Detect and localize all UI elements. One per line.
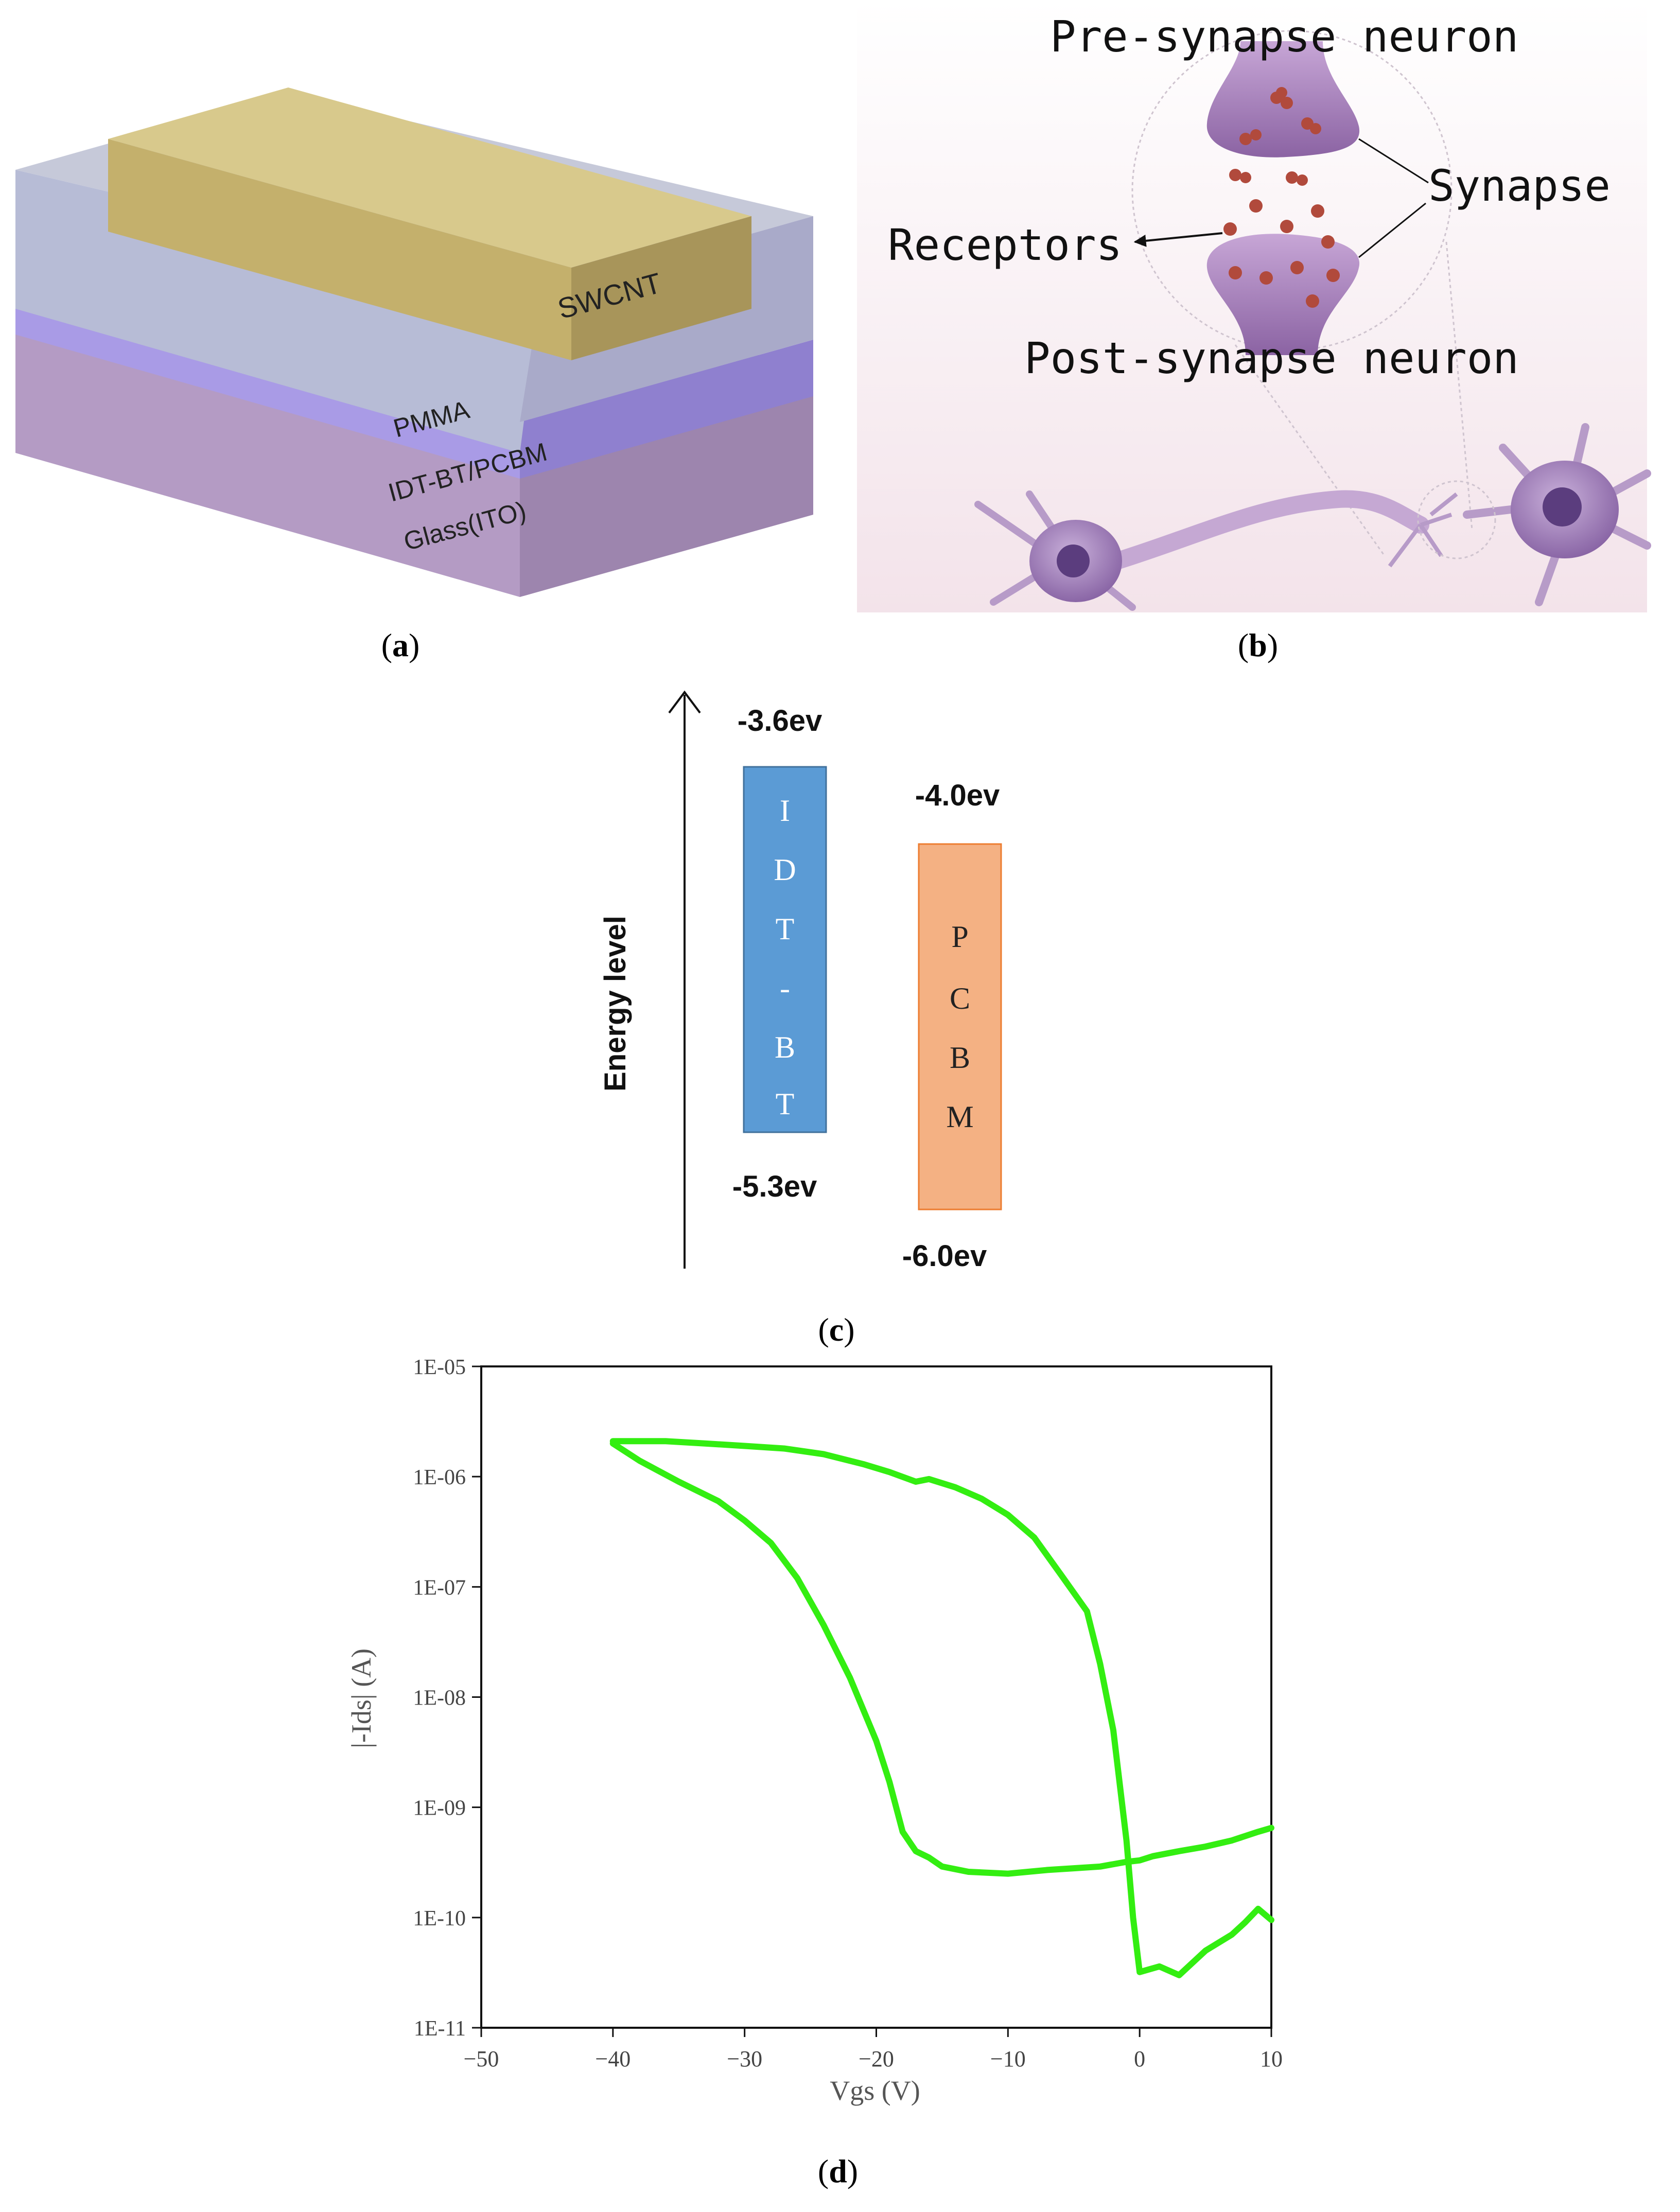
- x-tick-label: −20: [859, 2046, 894, 2071]
- active-layer-side: [520, 340, 813, 479]
- pcbm-letter-2: C: [950, 981, 970, 1015]
- glass-layer-front: [15, 309, 520, 597]
- idt-bt-homo: -5.3ev: [732, 1170, 817, 1203]
- post-synapse-label: Post-synapse neuron: [1024, 333, 1519, 383]
- idt-bt-letter-3: T: [776, 912, 795, 946]
- y-tick-label: 1E-10: [413, 1907, 466, 1930]
- y-tick-label: 1E-11: [414, 2017, 466, 2041]
- energy-axis-arrowhead: [668, 690, 701, 714]
- pcbm-homo: -6.0ev: [902, 1239, 987, 1273]
- series-layer: [609, 1438, 1274, 1978]
- y-axis-label: |-Ids| (A): [346, 1648, 377, 1748]
- y-tick-label: 1E-05: [413, 1356, 466, 1379]
- x-tick-label: −40: [595, 2046, 631, 2071]
- x-tick-label: −10: [990, 2046, 1026, 2071]
- receptors-arrow: [1133, 232, 1223, 247]
- caption-d: (d): [818, 2153, 858, 2189]
- panel-d-chart: −50 −40 −30 −20 −10 0 10 1E-111E-101E-091E-081…: [346, 1356, 1283, 2106]
- idt-bt-letter-4: -: [780, 971, 790, 1005]
- caption-c: (c): [818, 1311, 854, 1348]
- receptors-label: Receptors: [888, 220, 1122, 270]
- pcbm-letters: P C B M: [946, 920, 973, 1134]
- pcbm-letter-1: P: [951, 920, 968, 954]
- y-tick-label: 1E-07: [413, 1576, 466, 1600]
- y-tick-label: 1E-06: [413, 1466, 466, 1489]
- idt-bt-letter-5: B: [775, 1030, 795, 1064]
- swcnt-front: [108, 139, 571, 360]
- panel-b-synapse: Pre-synapse neuron Synapse Receptors Pos…: [857, 0, 1651, 612]
- x-tick-label: 10: [1260, 2046, 1283, 2071]
- svg-text:(d): (d): [818, 2153, 858, 2189]
- energy-axis-label: Energy level: [599, 916, 632, 1092]
- idt-bt-bar: [743, 766, 827, 1133]
- panel-c-energy-levels: Energy level I D T - B T -3.6ev -5.3ev P…: [599, 690, 1002, 1273]
- x-tick-label: −30: [727, 2046, 762, 2071]
- caption-b-letter: b: [1249, 627, 1267, 663]
- neurotransmitter-vesicles: [1223, 87, 1340, 308]
- x-axis-ticks: −50 −40 −30 −20 −10 0 10: [464, 2028, 1283, 2071]
- pcbm-letter-4: M: [946, 1100, 973, 1134]
- transfer-curve-sweep-2: [609, 1438, 1274, 1978]
- transfer-curve-sweep-1: [609, 1440, 1274, 1877]
- caption-c-letter: c: [829, 1311, 844, 1348]
- pcbm-letter-3: B: [950, 1041, 970, 1075]
- zoom-circle: [1131, 30, 1452, 351]
- svg-text:(a): (a): [381, 627, 420, 663]
- right-nucleus: [1543, 487, 1582, 526]
- svg-text:(c): (c): [818, 1311, 854, 1348]
- synapse-pointer-lower: [1358, 202, 1426, 258]
- pcbm-bar: [918, 843, 1002, 1210]
- post-terminal: [1206, 234, 1360, 355]
- idt-bt-letters: I D T - B T: [774, 794, 796, 1121]
- pcbm-lumo: -4.0ev: [915, 779, 1000, 812]
- caption-d-letter: d: [829, 2153, 847, 2189]
- left-nucleus: [1057, 545, 1090, 577]
- swcnt-top: [108, 87, 751, 268]
- synapse-label: Synapse: [1428, 161, 1611, 211]
- y-tick-label: 1E-09: [413, 1797, 466, 1820]
- caption-b: (b): [1238, 627, 1278, 663]
- swcnt-side: [571, 216, 751, 360]
- y-tick-label: 1E-08: [413, 1687, 466, 1710]
- x-axis-label: Vgs (V): [830, 2075, 920, 2106]
- caption-a: (a): [381, 627, 420, 663]
- idt-bt-lumo: -3.6ev: [738, 704, 822, 738]
- idt-bt-letter-6: T: [776, 1087, 795, 1121]
- y-axis-ticks: 1E-11 1E-10 1E-09 1E-08 1E-07 1E-06 1E-05: [413, 1356, 481, 2041]
- pre-synapse-label: Pre-synapse neuron: [1050, 11, 1518, 62]
- x-tick-label: −50: [464, 2046, 499, 2071]
- x-tick-label: 0: [1134, 2046, 1145, 2071]
- svg-text:(b): (b): [1238, 627, 1278, 663]
- caption-a-letter: a: [392, 627, 409, 663]
- neuron-illustration: [974, 423, 1651, 611]
- idt-bt-letter-2: D: [774, 853, 796, 887]
- synapse-pointer-upper: [1358, 138, 1429, 184]
- panel-a-device-stack: SWCNT PMMA IDT-BT/PCBM Glass(ITO): [15, 87, 813, 597]
- axon: [1108, 490, 1429, 570]
- idt-bt-letter-1: I: [780, 794, 790, 828]
- glass-layer-side: [520, 371, 813, 597]
